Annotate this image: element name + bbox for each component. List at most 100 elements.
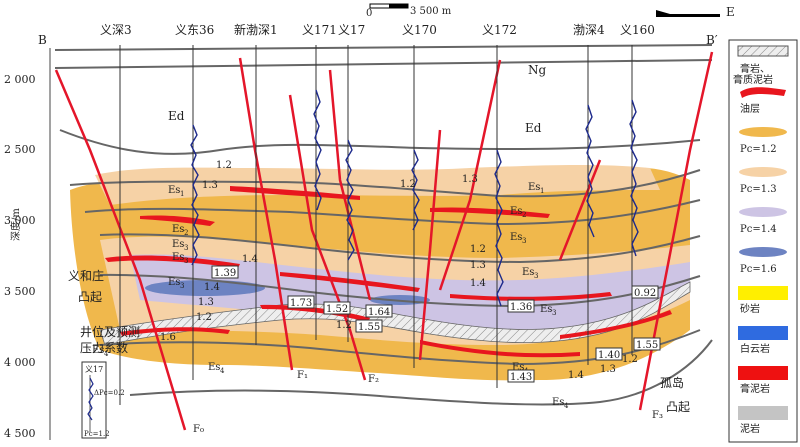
fault-labels: F₀ F₁ F₂ F₃ [193, 370, 663, 435]
svg-text:Es: Es [540, 304, 552, 315]
fault-f1 [238, 57, 294, 371]
uplift-label-right-2: 凸起 [666, 400, 690, 414]
legend-swatch [739, 207, 787, 217]
formation-label-ng: Ng [528, 63, 547, 77]
svg-text:1.2: 1.2 [196, 312, 212, 323]
svg-text:1.39: 1.39 [214, 268, 236, 279]
horizon-es2 [84, 199, 701, 226]
well-label: 义171 [302, 23, 337, 37]
legend-swatch [737, 45, 789, 57]
legend-swatch [738, 286, 788, 300]
depth-tick-4000: 4 000 [4, 356, 36, 369]
horizon-base [129, 339, 713, 406]
legend-swatch [738, 406, 788, 420]
pc13-zone [95, 164, 660, 205]
svg-text:F₃: F₃ [652, 410, 663, 421]
well-label: 渤深4 [573, 23, 605, 37]
svg-text:义17: 义17 [85, 365, 103, 374]
well-label: 义172 [482, 23, 517, 37]
depth-tick-4500: 4 500 [4, 427, 36, 440]
svg-text:1.3: 1.3 [198, 297, 214, 308]
svg-text:3: 3 [552, 309, 556, 317]
svg-text:3: 3 [184, 257, 188, 265]
pressure-log [190, 124, 200, 266]
svg-text:1.3: 1.3 [462, 174, 478, 185]
formation-label-ed-right: Ed [525, 121, 542, 135]
legend-swatch [739, 167, 787, 177]
legend-label: Pc=1.2 [740, 144, 777, 155]
legend-label: Pc=1.6 [740, 264, 777, 275]
svg-text:F₀: F₀ [193, 424, 204, 435]
scale-zero-label: 0 [366, 8, 372, 19]
inset-title-2: 压力系数 [80, 340, 128, 355]
svg-text:1.4: 1.4 [568, 370, 584, 381]
svg-text:Es: Es [168, 277, 180, 288]
svg-text:Es: Es [510, 206, 522, 217]
depth-axis: 深度/m 2 000 2 500 3 000 3 500 4 000 4 500 [4, 48, 51, 440]
legend-label: 砂岩 [740, 302, 760, 315]
well-label: 义深3 [100, 23, 132, 37]
horizon-ng-base [54, 59, 713, 69]
svg-text:1.55: 1.55 [636, 340, 658, 351]
direction-label: E [726, 5, 735, 19]
svg-text:ΔPc=0.2: ΔPc=0.2 [94, 389, 125, 397]
depth-tick-2500: 2 500 [4, 143, 36, 156]
pc-value-labels: 1.2 1.3 1.39 1.4 1.3 1.2 1.4 1.6 1.73 1.… [160, 160, 661, 383]
svg-text:Pc=1.2: Pc=1.2 [84, 430, 110, 438]
svg-text:Es: Es [92, 345, 104, 356]
svg-text:Es: Es [172, 252, 184, 263]
inset-title-1: 井位及预测 [80, 324, 140, 339]
depth-axis-label: 深度/m [9, 208, 22, 241]
legend-swatch [740, 87, 786, 98]
svg-text:4: 4 [564, 402, 569, 410]
fault-f0 [54, 69, 187, 431]
horizon-es3x [99, 273, 701, 308]
well-label: 义160 [620, 23, 655, 37]
legend-label: 膏质泥岩 [733, 73, 773, 86]
legend-label: 泥岩 [740, 422, 760, 435]
gypsum-band [99, 281, 691, 346]
svg-text:1.3: 1.3 [202, 180, 218, 191]
svg-text:Es: Es [552, 397, 564, 408]
scale-length-label: 3 500 m [410, 6, 452, 17]
svg-text:Es: Es [522, 267, 534, 278]
svg-text:3: 3 [522, 237, 526, 245]
svg-text:Es: Es [510, 232, 522, 243]
scale-bar: 0 3 500 m [366, 3, 452, 19]
svg-text:F₂: F₂ [368, 374, 379, 385]
member-labels: Es 1 Es 2 Es 3 Es 3 Es 3 Es 1 Es 2 Es 3 Es 3 Es 3 … [92, 182, 569, 410]
svg-text:Es: Es [168, 185, 180, 196]
section-body: Ng Ed Ed Es 1 Es 2 Es 3 Es 3 Es 3 Es 1 Es 2 Es 3… [54, 44, 714, 439]
svg-text:4: 4 [104, 350, 109, 358]
legend-label: 白云岩 [740, 342, 770, 355]
svg-text:1.2: 1.2 [216, 160, 232, 171]
svg-text:1.2: 1.2 [622, 354, 638, 365]
legend-label: Pc=1.3 [740, 184, 777, 195]
well-labels: 义深3 义东36 新渤深1 义171 义17 义170 义172 渤深4 义16… [100, 22, 655, 37]
well-label: 义170 [402, 23, 437, 37]
svg-text:1.2: 1.2 [400, 179, 416, 190]
uplift-label-yihezhuang: 义和庄 [68, 268, 104, 283]
direction-arrow: E [656, 5, 735, 19]
svg-text:1.2: 1.2 [470, 244, 486, 255]
svg-text:1: 1 [180, 190, 184, 198]
svg-text:1.4: 1.4 [204, 282, 220, 293]
svg-text:3: 3 [534, 272, 538, 280]
svg-text:Es: Es [208, 362, 220, 373]
svg-text:1.43: 1.43 [510, 372, 532, 383]
svg-text:1.64: 1.64 [368, 307, 390, 318]
pc16-zone [145, 280, 265, 296]
svg-text:4: 4 [220, 367, 225, 375]
svg-text:3: 3 [180, 282, 184, 290]
svg-text:1.6: 1.6 [160, 332, 176, 343]
svg-text:Es: Es [172, 239, 184, 250]
well-label: 新渤深1 [234, 22, 278, 37]
svg-text:2: 2 [522, 211, 526, 219]
svg-text:0.92: 0.92 [634, 288, 656, 299]
fault-f2 [288, 94, 367, 381]
svg-text:1: 1 [540, 187, 544, 195]
svg-text:Es: Es [528, 182, 540, 193]
well-label: 义东36 [175, 23, 214, 37]
